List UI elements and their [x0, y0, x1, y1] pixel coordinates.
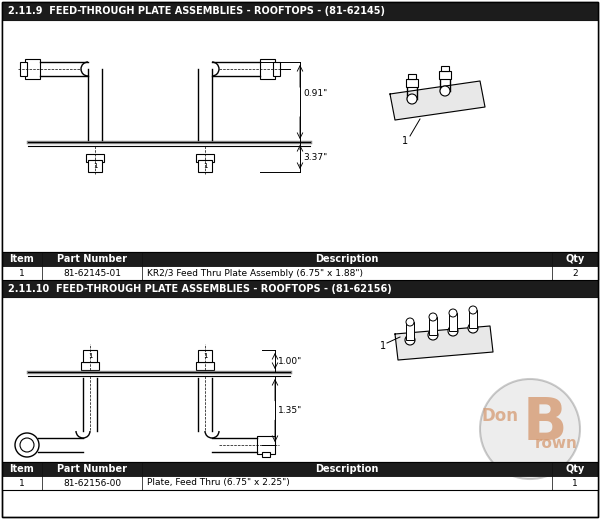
Bar — [2, 252, 598, 266]
Text: 2.11.9  FEED-THROUGH PLATE ASSEMBLIES - ROOFTOPS - (81-62145): 2.11.9 FEED-THROUGH PLATE ASSEMBLIES - R… — [8, 6, 385, 16]
Text: Part Number: Part Number — [57, 254, 127, 264]
Text: KR2/3 Feed Thru Plate Assembly (6.75" x 1.88"): KR2/3 Feed Thru Plate Assembly (6.75" x … — [147, 268, 363, 278]
Text: rown: rown — [535, 436, 578, 452]
Text: 1: 1 — [93, 163, 97, 169]
Bar — [2, 297, 598, 462]
Bar — [83, 350, 97, 362]
Circle shape — [20, 438, 34, 452]
Bar — [196, 362, 214, 370]
Bar — [469, 310, 477, 328]
Text: Don: Don — [482, 407, 518, 425]
Text: 1: 1 — [19, 268, 25, 278]
Circle shape — [440, 86, 450, 96]
Text: 1: 1 — [203, 353, 207, 359]
Bar — [198, 160, 212, 172]
Bar — [198, 350, 212, 362]
Bar — [2, 280, 598, 297]
Bar — [406, 79, 418, 87]
Polygon shape — [395, 326, 493, 360]
Circle shape — [449, 309, 457, 317]
Circle shape — [469, 306, 477, 314]
Bar — [2, 462, 598, 490]
Bar — [439, 71, 451, 79]
Bar — [2, 20, 598, 252]
Bar — [262, 452, 270, 457]
Bar — [449, 313, 457, 331]
Text: 1.35": 1.35" — [278, 406, 302, 415]
Text: Description: Description — [316, 254, 379, 264]
Text: 3.37": 3.37" — [303, 153, 327, 161]
Circle shape — [406, 318, 414, 326]
Text: Qty: Qty — [565, 254, 584, 264]
Text: 0.91": 0.91" — [303, 89, 327, 99]
Bar — [86, 154, 104, 162]
Text: Item: Item — [10, 464, 34, 474]
Bar — [429, 317, 437, 335]
Bar — [196, 154, 214, 162]
Text: 1: 1 — [402, 136, 408, 146]
Text: 81-62156-00: 81-62156-00 — [63, 479, 121, 487]
Text: 1: 1 — [203, 163, 207, 169]
Text: 1: 1 — [19, 479, 25, 487]
Text: 1.00": 1.00" — [278, 357, 302, 365]
Bar — [2, 462, 598, 476]
Text: Item: Item — [10, 254, 34, 264]
Bar — [2, 2, 598, 20]
Bar — [260, 59, 275, 79]
Text: Plate, Feed Thru (6.75" x 2.25"): Plate, Feed Thru (6.75" x 2.25") — [147, 479, 290, 487]
Text: 81-62145-01: 81-62145-01 — [63, 268, 121, 278]
Bar — [2, 476, 598, 490]
Bar — [2, 252, 598, 280]
Text: Description: Description — [316, 464, 379, 474]
Bar — [2, 266, 598, 280]
Bar — [257, 436, 275, 454]
Bar — [20, 62, 27, 76]
Bar — [81, 362, 99, 370]
Text: Part Number: Part Number — [57, 464, 127, 474]
Polygon shape — [390, 81, 485, 120]
Bar — [408, 74, 416, 79]
Bar — [441, 66, 449, 71]
Circle shape — [480, 379, 580, 479]
Bar — [25, 59, 40, 79]
Circle shape — [15, 433, 39, 457]
Text: 2.11.10  FEED-THROUGH PLATE ASSEMBLIES - ROOFTOPS - (81-62156): 2.11.10 FEED-THROUGH PLATE ASSEMBLIES - … — [8, 283, 392, 294]
Circle shape — [429, 313, 437, 321]
Text: 1: 1 — [380, 341, 386, 351]
Bar — [273, 62, 280, 76]
Text: B: B — [523, 395, 567, 453]
Text: 1: 1 — [572, 479, 578, 487]
Bar — [88, 160, 102, 172]
Text: Qty: Qty — [565, 464, 584, 474]
Bar — [406, 322, 414, 340]
Text: 1: 1 — [88, 353, 92, 359]
Circle shape — [428, 330, 438, 340]
Circle shape — [407, 94, 417, 104]
Circle shape — [468, 323, 478, 333]
Circle shape — [448, 326, 458, 336]
Text: 2: 2 — [572, 268, 578, 278]
Circle shape — [405, 335, 415, 345]
